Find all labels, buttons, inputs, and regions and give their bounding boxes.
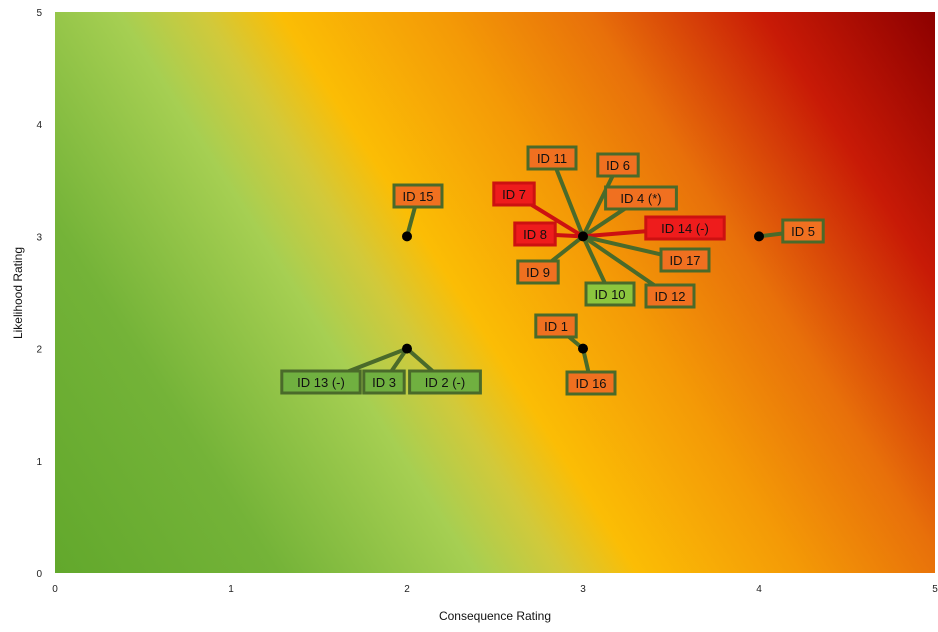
data-labels: ID 15 ID 13 (-) ID 3 ID 2 (-) ID 11 ID 6 ID 7 I… — [280, 145, 825, 396]
data-label: ID 6 — [606, 158, 630, 173]
data-label-box — [644, 215, 726, 241]
data-point — [578, 231, 588, 242]
data-label-box — [596, 152, 640, 178]
data-label: ID 14 (-) — [661, 221, 709, 236]
data-label: ID 5 — [791, 224, 815, 239]
data-label: ID 11 — [537, 151, 567, 166]
y-tick-label: 4 — [36, 120, 42, 131]
data-point — [754, 231, 764, 242]
data-label-box — [280, 369, 362, 395]
x-tick-label: 3 — [580, 584, 586, 595]
y-axis-title: Likelihood Rating — [11, 247, 25, 339]
data-label-box — [516, 259, 560, 285]
axes: 0 1 2 3 4 5 0 1 2 3 4 5 — [36, 8, 938, 595]
data-label-box — [565, 370, 617, 396]
y-tick-label: 0 — [36, 569, 42, 580]
x-tick-label: 2 — [404, 584, 410, 595]
data-label-box — [392, 183, 444, 209]
y-tick-label: 1 — [36, 457, 42, 468]
data-label: ID 16 — [575, 376, 606, 391]
x-tick-label: 1 — [228, 584, 234, 595]
x-tick-label: 4 — [756, 584, 762, 595]
y-tick-label: 2 — [36, 345, 42, 356]
data-label: ID 1 — [544, 319, 568, 334]
data-label-box — [781, 218, 825, 244]
x-axis-title: Consequence Rating — [439, 609, 551, 623]
data-label-box — [659, 247, 711, 273]
data-label-box — [492, 181, 536, 207]
data-label-box — [408, 369, 482, 395]
data-label-box — [362, 369, 406, 395]
data-label-box — [604, 185, 678, 211]
data-label: ID 17 — [669, 253, 700, 268]
data-label-box — [526, 145, 578, 171]
plot-area — [55, 12, 935, 573]
data-point — [578, 343, 588, 354]
data-point — [402, 343, 412, 354]
data-label-box — [534, 313, 578, 339]
data-label: ID 13 (-) — [297, 375, 345, 390]
data-label: ID 2 (-) — [425, 375, 465, 390]
data-label: ID 8 — [523, 227, 547, 242]
data-label: ID 4 (*) — [620, 191, 661, 206]
y-tick-label: 5 — [36, 8, 42, 19]
data-points — [402, 231, 764, 354]
label-leader — [550, 156, 585, 239]
data-label: ID 9 — [526, 265, 550, 280]
data-label-box — [513, 221, 557, 247]
data-label: ID 12 — [654, 289, 685, 304]
data-label-box — [644, 283, 696, 309]
data-label-box — [584, 281, 636, 307]
x-tick-label: 0 — [52, 584, 58, 595]
data-label: ID 15 — [402, 189, 433, 204]
data-label: ID 10 — [594, 287, 625, 302]
y-tick-label: 3 — [36, 232, 42, 243]
data-label: ID 7 — [502, 187, 526, 202]
x-tick-label: 5 — [932, 584, 938, 595]
data-label: ID 3 — [372, 375, 396, 390]
data-point — [402, 231, 412, 242]
